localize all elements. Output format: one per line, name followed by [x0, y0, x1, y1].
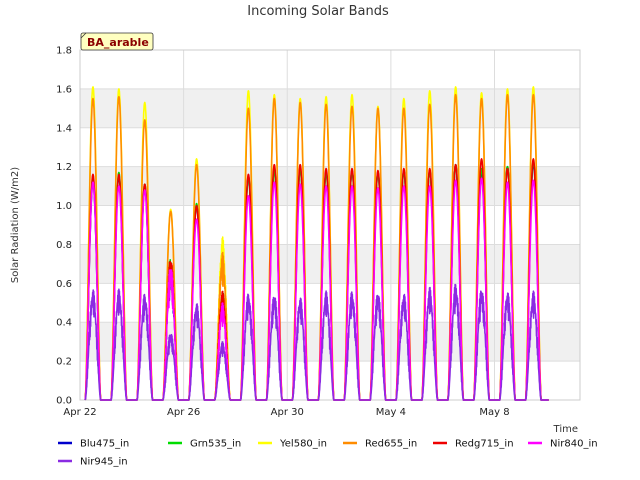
y-tick-label: 1.6 — [56, 84, 72, 95]
station-badge: BA_arable — [80, 32, 154, 51]
series-line-nir945_in — [84, 283, 550, 401]
y-tick-label: 0.6 — [56, 279, 72, 290]
chart-title: Incoming Solar Bands — [247, 4, 389, 19]
y-tick-label: 1.4 — [56, 123, 72, 134]
legend-entry-yel580_in: Yel580_in — [279, 439, 327, 450]
y-tick-label: 1.0 — [56, 201, 72, 212]
plot-frame — [79, 49, 581, 401]
y-tick-label: 1.2 — [56, 162, 72, 173]
y-tick-label: 0.0 — [56, 396, 72, 407]
legend: Blu475_in Grn535_in Yel580_in Red655_in Redg… — [58, 439, 598, 468]
grid-band — [80, 88, 580, 128]
legend-entry-redg715_in: Redg715_in — [455, 439, 514, 450]
y-tick-label: 0.4 — [56, 318, 72, 329]
y-tick-label: 0.8 — [56, 240, 72, 251]
station-label: BA_arable — [87, 36, 149, 49]
y-tick-label: 1.8 — [56, 46, 72, 57]
x-tick-label: May 8 — [479, 407, 509, 418]
legend-entry-nir840_in: Nir840_in — [550, 439, 598, 450]
x-tick-label: Apr 30 — [271, 407, 304, 418]
legend-entry-grn535_in: Grn535_in — [190, 439, 241, 450]
x-tick-label: Apr 26 — [167, 407, 200, 418]
x-axis-label: Time — [553, 424, 578, 435]
y-axis-label: Solar Radiation (W/m2) — [10, 167, 21, 283]
legend-entry-nir945_in: Nir945_in — [80, 457, 128, 468]
y-tick-label: 0.2 — [56, 357, 72, 368]
x-tick-label: Apr 22 — [63, 407, 96, 418]
legend-entry-red655_in: Red655_in — [365, 439, 417, 450]
x-tick-label: May 4 — [376, 407, 406, 418]
legend-entry-blu475_in: Blu475_in — [80, 439, 129, 450]
